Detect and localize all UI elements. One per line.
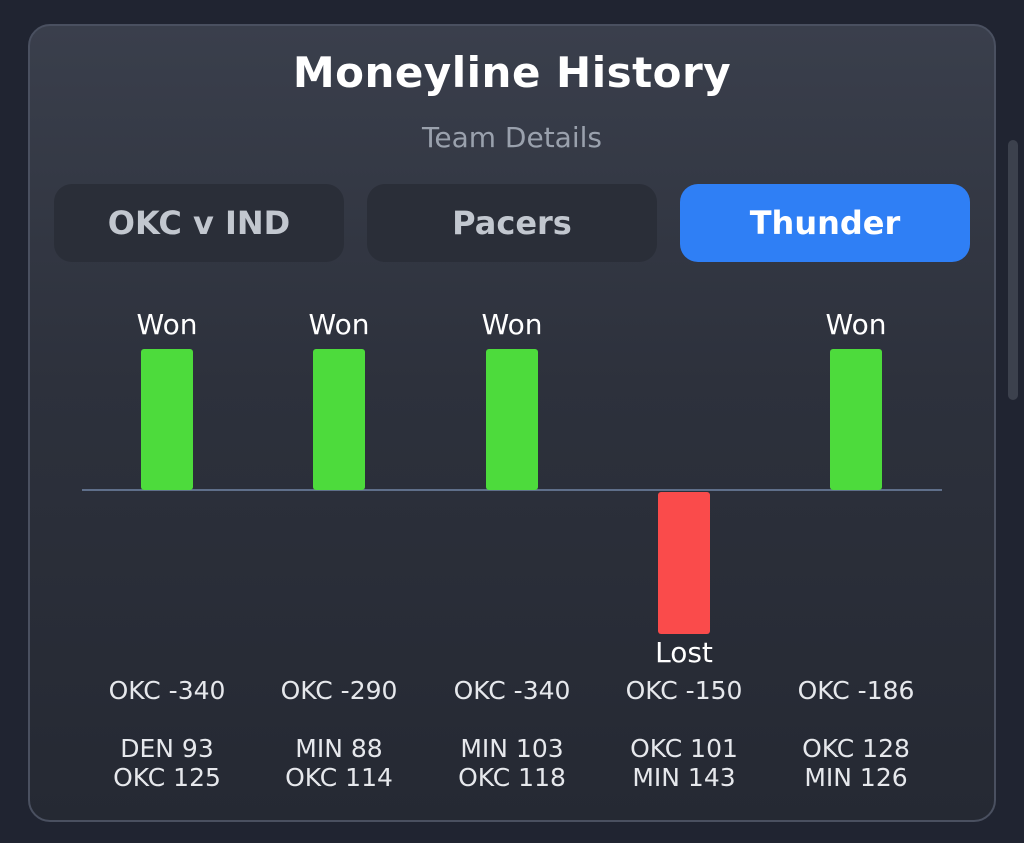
score-top-4: OKC 101 [630, 734, 738, 763]
score-top-1: DEN 93 [120, 734, 214, 763]
tab-okc-v-ind[interactable]: OKC v IND [54, 184, 344, 262]
moneyline-label-4: OKC -150 [625, 676, 743, 705]
score-bottom-1: OKC 125 [113, 763, 221, 792]
result-label-4: Lost [655, 636, 713, 669]
moneyline-label-5: OKC -186 [797, 676, 915, 705]
score-bottom-5: MIN 126 [804, 763, 908, 792]
tab-thunder[interactable]: Thunder [680, 184, 970, 262]
score-bottom-4: MIN 143 [632, 763, 736, 792]
moneyline-label-3: OKC -340 [453, 676, 571, 705]
result-label-5: Won [825, 308, 887, 341]
score-top-2: MIN 88 [295, 734, 383, 763]
score-bottom-2: OKC 114 [285, 763, 393, 792]
score-top-3: MIN 103 [460, 734, 564, 763]
result-label-3: Won [481, 308, 543, 341]
moneyline-label-2: OKC -290 [280, 676, 398, 705]
score-bottom-3: OKC 118 [458, 763, 566, 792]
score-top-5: OKC 128 [802, 734, 910, 763]
scrollbar[interactable] [1008, 140, 1018, 400]
result-bar-5 [830, 349, 882, 490]
tab-pacers[interactable]: Pacers [367, 184, 657, 262]
result-label-2: Won [308, 308, 370, 341]
result-label-1: Won [136, 308, 198, 341]
page-title: Moneyline History [292, 48, 732, 97]
chart-baseline [82, 489, 942, 491]
page-subtitle: Team Details [422, 121, 602, 154]
result-bar-4 [658, 492, 710, 634]
result-bar-2 [313, 349, 365, 490]
result-bar-1 [141, 349, 193, 490]
result-bar-3 [486, 349, 538, 490]
moneyline-label-1: OKC -340 [108, 676, 226, 705]
